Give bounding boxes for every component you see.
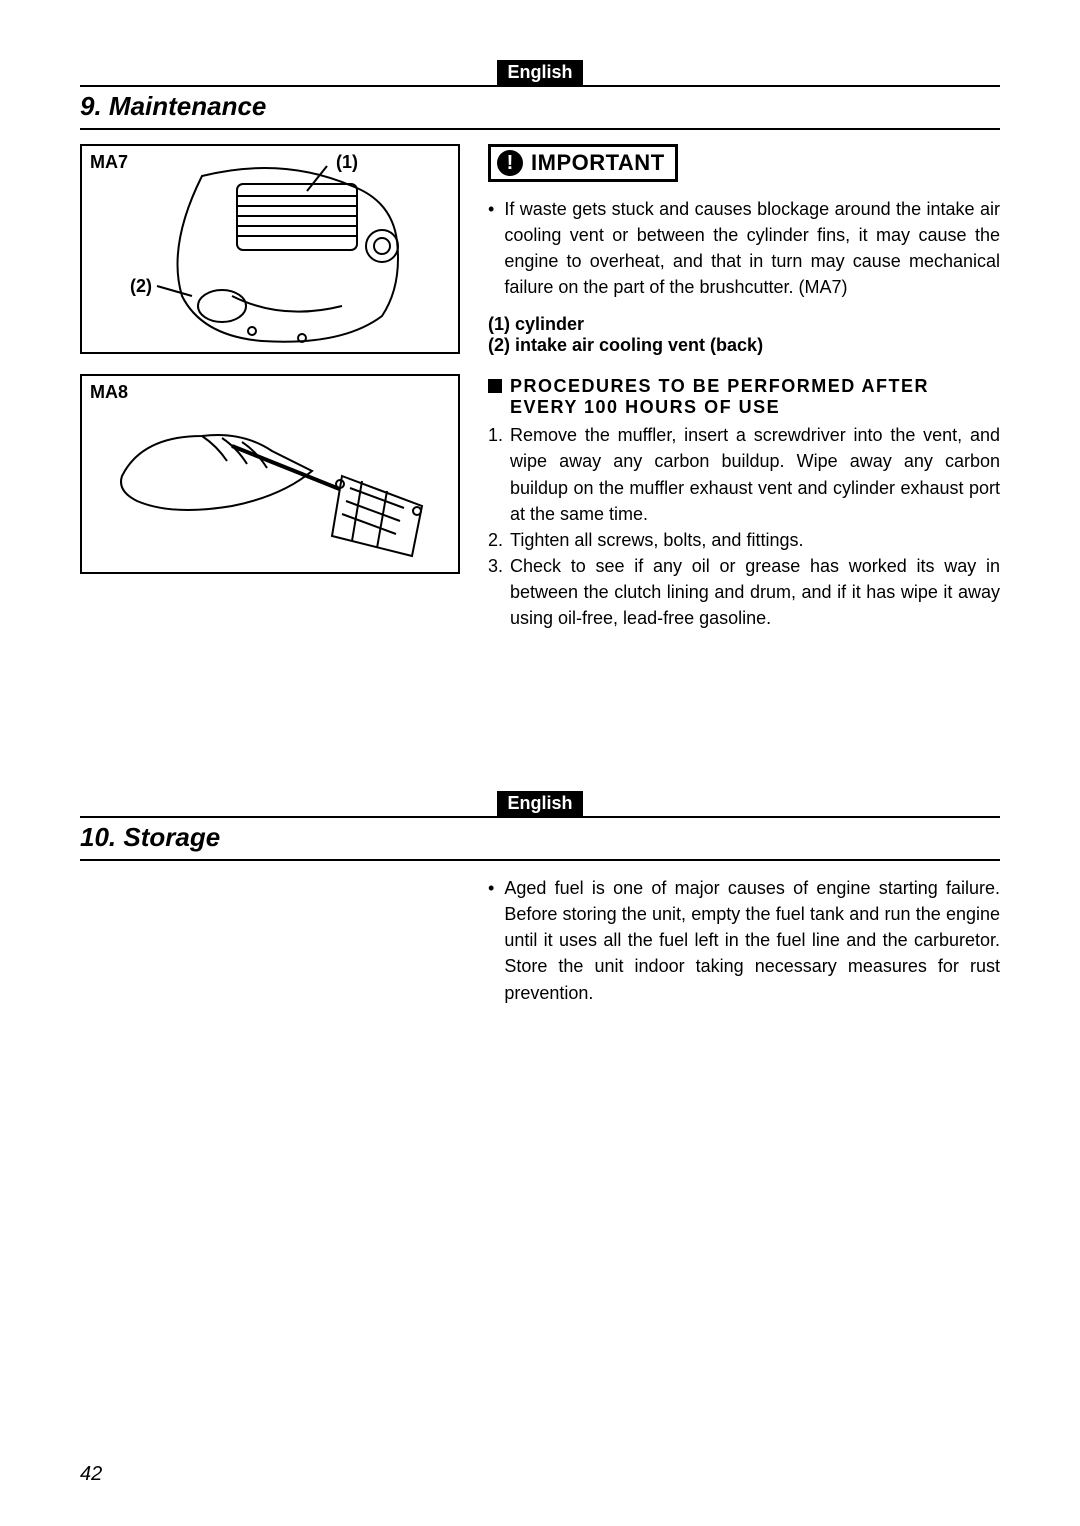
legend-line-1: (1) cylinder — [488, 314, 1000, 335]
figure-label-ma7: MA7 — [90, 152, 128, 173]
procedures-heading: PROCEDURES TO BE PERFORMED AFTER EVERY 1… — [488, 376, 1000, 418]
section-maintenance: English 9. Maintenance MA7 (1) (2) — [80, 60, 1000, 631]
right-column: ! IMPORTANT If waste gets stuck and caus… — [488, 144, 1000, 631]
engine-illustration — [82, 146, 462, 356]
storage-bullet-list: Aged fuel is one of major causes of engi… — [488, 875, 1000, 1005]
lang-badge-wrap: English — [80, 60, 1000, 85]
section-storage: English 10. Storage Aged fuel is one of … — [80, 791, 1000, 1005]
figure-ma8: MA8 — [80, 374, 460, 574]
lang-badge: English — [497, 791, 582, 816]
procedure-item: 1.Remove the muffler, insert a screwdriv… — [488, 422, 1000, 526]
procedure-item: 3.Check to see if any oil or grease has … — [488, 553, 1000, 631]
procedures-list: 1.Remove the muffler, insert a screwdriv… — [488, 422, 1000, 631]
section-spacer — [80, 631, 1000, 791]
important-bullet-list: If waste gets stuck and causes blockage … — [488, 196, 1000, 300]
square-bullet-icon — [488, 379, 502, 393]
hand-screwdriver-illustration — [82, 376, 462, 576]
title-rule: 10. Storage — [80, 816, 1000, 861]
exclamation-icon: ! — [497, 150, 523, 176]
left-column-empty — [80, 875, 460, 1005]
procedures-heading-text: PROCEDURES TO BE PERFORMED AFTER EVERY 1… — [510, 376, 1000, 418]
two-column-layout: MA7 (1) (2) — [80, 144, 1000, 631]
important-label: IMPORTANT — [531, 150, 665, 176]
lang-badge: English — [497, 60, 582, 85]
right-column: Aged fuel is one of major causes of engi… — [488, 875, 1000, 1005]
figure-ma7: MA7 (1) (2) — [80, 144, 460, 354]
left-column: MA7 (1) (2) — [80, 144, 460, 631]
page-number: 42 — [80, 1463, 102, 1486]
figure-callout-2: (2) — [130, 276, 152, 297]
figure-callout-1: (1) — [336, 152, 358, 173]
legend-line-2: (2) intake air cooling vent (back) — [488, 335, 1000, 356]
important-bullet-text: If waste gets stuck and causes blockage … — [504, 196, 1000, 300]
figure-label-ma8: MA8 — [90, 382, 128, 403]
storage-bullet-text: Aged fuel is one of major causes of engi… — [504, 875, 1000, 1005]
important-callout: ! IMPORTANT — [488, 144, 678, 182]
procedure-item: 2.Tighten all screws, bolts, and fitting… — [488, 527, 1000, 553]
two-column-layout: Aged fuel is one of major causes of engi… — [80, 875, 1000, 1005]
section-title: 9. Maintenance — [80, 87, 1000, 128]
section-title: 10. Storage — [80, 818, 1000, 859]
title-rule: 9. Maintenance — [80, 85, 1000, 130]
lang-badge-wrap: English — [80, 791, 1000, 816]
